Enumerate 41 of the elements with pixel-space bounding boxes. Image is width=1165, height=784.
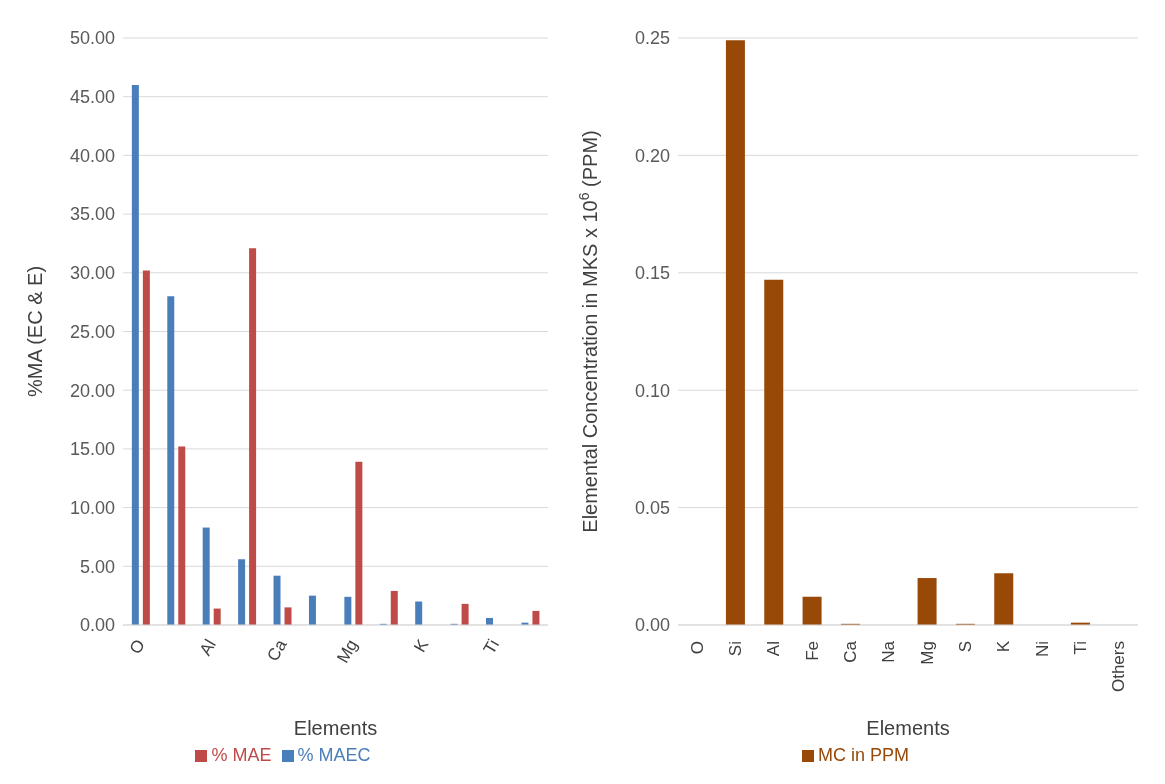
x-tick-label: Ni	[1032, 641, 1052, 658]
x-tick-label: S	[956, 641, 975, 653]
x-tick-label: Si	[726, 641, 745, 657]
x-axis-title: Elements	[866, 717, 950, 739]
y-tick-label: 40.00	[69, 145, 115, 166]
legend-label: % MAEC	[297, 745, 371, 765]
x-tick-label: Mg	[333, 636, 362, 667]
x-tick-label: Ca	[841, 640, 860, 663]
legend-label: % MAE	[211, 745, 272, 765]
x-tick-label: Mg	[917, 641, 937, 665]
x-tick-label: O	[687, 641, 707, 655]
y-tick-label: 15.00	[69, 439, 115, 460]
x-tick-label: Ti	[1071, 641, 1090, 655]
x-tick-label: Ca	[263, 635, 291, 665]
y-tick-label: 45.00	[69, 87, 115, 108]
x-tick-label: Fe	[802, 641, 822, 661]
x-tick-label: Ti	[479, 636, 504, 658]
y-tick-label: 0.10	[634, 380, 670, 401]
y-tick-label: 30.00	[69, 263, 115, 284]
y-tick-label: 10.00	[69, 497, 115, 518]
x-tick-label: K	[994, 640, 1014, 653]
y-tick-label: 20.00	[69, 380, 115, 401]
x-tick-label: O	[125, 636, 149, 658]
x-tick-label: Al	[195, 636, 220, 659]
x-tick-label: Others	[1109, 641, 1129, 693]
y-tick-label: 25.00	[69, 321, 115, 342]
x-axis-title: Elements	[293, 717, 378, 739]
y-tick-label: 50.00	[69, 28, 115, 49]
y-tick-label: 0.00	[634, 615, 670, 636]
y-tick-label: 0.05	[634, 497, 670, 518]
y-tick-label: 35.00	[69, 204, 115, 225]
y-tick-label: 0.20	[634, 145, 670, 166]
y-tick-label: 5.00	[79, 556, 115, 577]
x-tick-label: Na	[879, 640, 899, 663]
y-tick-label: 0.25	[634, 28, 670, 49]
y-axis-title: %MA (EC & E)	[24, 265, 46, 398]
y-tick-label: 0.15	[634, 263, 670, 284]
legend-label: MC in PPM	[817, 745, 909, 765]
x-tick-label: K	[410, 635, 433, 656]
x-tick-label: Al	[764, 641, 784, 657]
y-tick-label: 0.00	[79, 615, 115, 636]
